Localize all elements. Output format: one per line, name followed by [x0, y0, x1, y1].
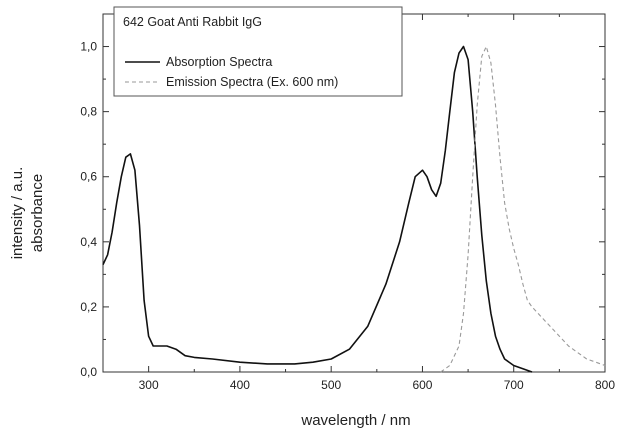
- chart-title: 642 Goat Anti Rabbit IgG: [123, 15, 262, 29]
- emission-series-line: [440, 45, 606, 373]
- y-tick-label: 1,0: [80, 40, 97, 54]
- legend-label: Absorption Spectra: [166, 55, 272, 69]
- x-tick-label: 300: [139, 378, 159, 392]
- y-tick-label: 0,0: [80, 365, 97, 379]
- y-axis-label-line2: absorbance: [29, 174, 46, 252]
- legend-box: [113, 6, 403, 97]
- series-lines: [102, 45, 606, 373]
- legend: 642 Goat Anti Rabbit IgG Absorption Spect…: [113, 6, 403, 97]
- legend-label: Emission Spectra (Ex. 600 nm): [166, 75, 338, 89]
- x-tick-label: 600: [412, 378, 432, 392]
- x-tick-label: 700: [504, 378, 524, 392]
- y-axis-label-line1: intensity / a.u.: [9, 167, 26, 260]
- x-axis-label: wavelength / nm: [300, 412, 410, 429]
- axis-ticks: 300 400 500 600 700 800 0,0 0,2 0,4 0,6 0,8 1,0: [80, 13, 615, 392]
- x-tick-label: 500: [321, 378, 341, 392]
- absorption-series-line: [102, 45, 533, 373]
- x-tick-label: 800: [595, 378, 615, 392]
- y-tick-label: 0,4: [80, 235, 97, 249]
- y-tick-label: 0,6: [80, 170, 97, 184]
- x-tick-label: 400: [230, 378, 250, 392]
- y-tick-label: 0,8: [80, 105, 97, 119]
- y-tick-label: 0,2: [80, 300, 97, 314]
